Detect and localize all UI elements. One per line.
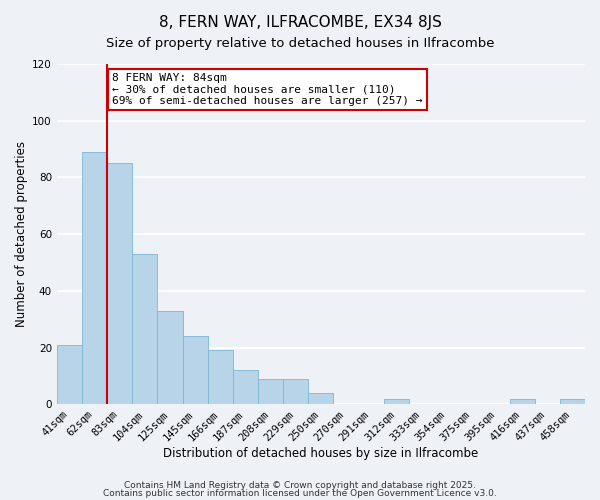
Bar (258, 379, 283, 404)
Text: Contains HM Land Registry data © Crown copyright and database right 2025.: Contains HM Land Registry data © Crown c… (124, 480, 476, 490)
Text: Size of property relative to detached houses in Ilfracombe: Size of property relative to detached ho… (106, 38, 494, 51)
Text: 8 FERN WAY: 84sqm
← 30% of detached houses are smaller (110)
69% of semi-detache: 8 FERN WAY: 84sqm ← 30% of detached hous… (112, 72, 422, 106)
Bar (560, 398, 585, 404)
Bar (107, 164, 132, 404)
Text: 8, FERN WAY, ILFRACOMBE, EX34 8JS: 8, FERN WAY, ILFRACOMBE, EX34 8JS (158, 15, 442, 30)
Bar (157, 311, 182, 404)
Bar (82, 152, 107, 405)
Bar (384, 398, 409, 404)
Bar (132, 254, 157, 404)
Bar (308, 393, 334, 404)
Bar (57, 345, 82, 405)
Bar (283, 379, 308, 404)
Text: Contains public sector information licensed under the Open Government Licence v3: Contains public sector information licen… (103, 490, 497, 498)
Y-axis label: Number of detached properties: Number of detached properties (15, 141, 28, 327)
Bar (233, 370, 258, 404)
Bar (182, 336, 208, 404)
Bar (509, 398, 535, 404)
Bar (208, 350, 233, 405)
X-axis label: Distribution of detached houses by size in Ilfracombe: Distribution of detached houses by size … (163, 447, 479, 460)
